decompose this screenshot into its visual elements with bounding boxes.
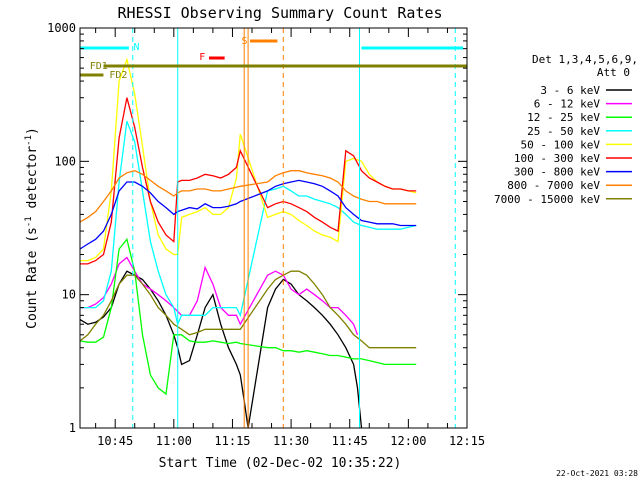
series-line-1 bbox=[80, 256, 359, 336]
legend-label-5: 100 - 300 keV bbox=[514, 152, 600, 165]
y-tick-label: 10 bbox=[62, 288, 76, 302]
series-line-8 bbox=[79, 270, 417, 349]
x-tick-label: 12:15 bbox=[449, 434, 485, 448]
saa-annotation-label: S bbox=[241, 36, 247, 47]
series-line-7 bbox=[79, 170, 417, 223]
legend-label-7: 800 - 7000 keV bbox=[507, 179, 600, 192]
y-axis-label-end: ) bbox=[25, 127, 40, 135]
legend-label-3: 25 - 50 keV bbox=[527, 125, 600, 138]
y-tick-label: 1000 bbox=[47, 21, 76, 35]
series-line-0 bbox=[79, 270, 363, 429]
y-axis-label-main: Count Rate (s bbox=[25, 227, 40, 329]
legend-label-0: 3 - 6 keV bbox=[540, 84, 600, 97]
y-axis-label: Count Rate (s-1 detector-1) bbox=[24, 127, 40, 329]
y-axis-label-mid: detector bbox=[25, 146, 40, 217]
x-tick-label: 12:00 bbox=[390, 434, 426, 448]
series-line-4 bbox=[80, 57, 417, 262]
legend-title-line1: Det 1,3,4,5,6,9, bbox=[532, 53, 638, 66]
x-axis: 10:45 11:00 11:15 11:30 11:45 12:00 12:15 bbox=[95, 28, 485, 448]
legend-title-line2: Att 0 bbox=[597, 66, 630, 79]
legend-label-8: 7000 - 15000 keV bbox=[494, 193, 600, 206]
x-tick-label: 11:30 bbox=[273, 434, 309, 448]
series-line-2 bbox=[79, 237, 417, 396]
legend-label-4: 50 - 100 keV bbox=[521, 138, 601, 151]
x-axis-label: Start Time (02-Dec-02 10:35:22) bbox=[159, 456, 402, 471]
legend-label-1: 6 - 12 keV bbox=[534, 98, 601, 111]
y-tick-label: 1 bbox=[69, 421, 76, 435]
series-line-5 bbox=[80, 97, 417, 265]
x-tick-label: 11:15 bbox=[214, 434, 250, 448]
footer-date: 22-Oct-2021 03:28 bbox=[556, 469, 638, 478]
series-line-6 bbox=[79, 179, 417, 250]
plot-frame bbox=[79, 27, 468, 429]
fd2-annotation-label: FD2 bbox=[109, 70, 127, 81]
x-tick-label: 10:45 bbox=[97, 434, 133, 448]
series-line-3 bbox=[80, 120, 417, 327]
flare-annotation-label: F bbox=[199, 52, 205, 63]
legend-label-6: 300 - 800 keV bbox=[514, 166, 600, 179]
y-axis-label-sup2: -1 bbox=[24, 135, 34, 146]
y-axis-label-sup1: -1 bbox=[24, 216, 34, 227]
fd1-annotation-label: FD1 bbox=[90, 61, 108, 72]
x-tick-label: 11:45 bbox=[332, 434, 368, 448]
x-tick-label: 11:00 bbox=[156, 434, 192, 448]
y-tick-label: 100 bbox=[54, 154, 76, 168]
night-annotation-label: N bbox=[134, 42, 140, 53]
data-layer bbox=[79, 57, 417, 429]
chart-title: RHESSI Observing Summary Count Rates bbox=[117, 4, 442, 22]
y-axis: 1 10 100 1000 bbox=[47, 21, 467, 435]
legend-label-2: 12 - 25 keV bbox=[527, 111, 600, 124]
